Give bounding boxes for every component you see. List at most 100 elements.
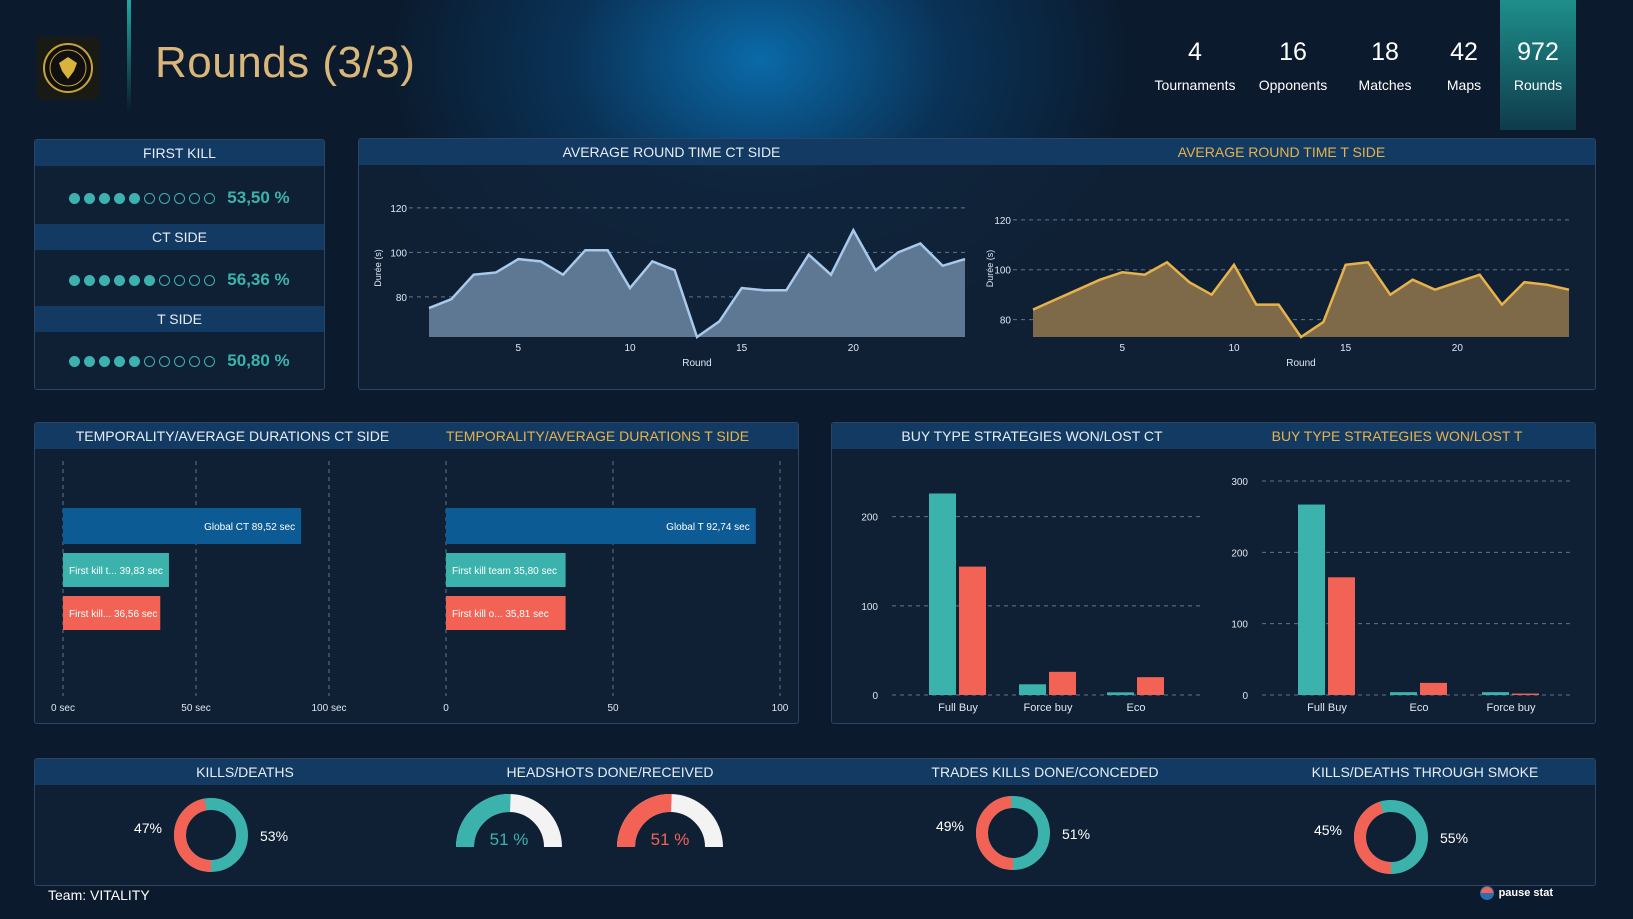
rating-dot-empty [204,274,216,286]
first-kill-t: 50,80 % [35,351,324,371]
y-tick-label: 300 [1231,477,1248,488]
temporality-t-chart: 0 50 100 Global T 92,74 sec First kill team … [443,461,789,714]
trades-title: TRADES KILLS DONE/CONCEDED [931,764,1159,780]
gauge-label: 51 % [490,830,529,849]
bar-label: First kill t... 39,83 sec [69,566,163,577]
rating-dot-empty [174,274,186,286]
kills-deaths-title: KILLS/DEATHS [196,764,294,780]
rating-dot-empty [174,192,186,204]
rating-dot-empty [159,355,171,367]
rating-dot-filled [129,355,141,367]
donut-right-label: 55% [1440,830,1468,846]
x-tick-label: 100 sec [311,703,346,714]
rating-dot-filled [69,274,81,286]
bottom-stats-panel: KILLS/DEATHS HEADSHOTS DONE/RECEIVED TRA… [34,758,1596,886]
rating-dot-empty [144,192,156,204]
first-kill-ct-value: 56,36 % [227,270,290,289]
first-kill-ct: 56,36 % [35,270,324,290]
bar [1420,682,1447,695]
kpi-label: Opponents [1258,77,1328,93]
bar [1107,692,1134,695]
bar [63,553,169,587]
brand-globe-icon [1479,886,1494,900]
rating-dot-filled [99,192,111,204]
kpi-value: 972 [1517,38,1559,66]
bar-label: First kill o... 35,81 sec [452,609,549,620]
x-axis-label: Round [1286,358,1315,369]
x-tick-label: Force buy [1024,702,1073,714]
bar-label: Global CT 89,52 sec [204,522,295,533]
rating-dot-filled [114,274,126,286]
bar-label: First kill team 35,80 sec [452,566,557,577]
kpi-opponents[interactable]: 16 Opponents [1244,0,1342,130]
kpi-value: 18 [1371,38,1399,66]
gauge-label: 51 % [651,830,690,849]
rating-dot-filled [69,192,81,204]
gauge-fill [617,794,672,848]
headshots-title: HEADSHOTS DONE/RECEIVED [506,764,714,780]
first-kill-t-value: 50,80 % [227,351,290,370]
first-kill-title: FIRST KILL [35,140,324,166]
buy-type-t-chart: 0 100 200 300 Full Buy Eco Force buy [1231,477,1572,714]
donut-left-label: 45% [1314,822,1342,838]
bar [1049,671,1076,695]
buy-type-panel: BUY TYPE STRATEGIES WON/LOST CT BUY TYPE… [831,422,1596,724]
bar [1390,692,1417,695]
kpi-matches[interactable]: 18 Matches [1342,0,1428,130]
x-tick-label: 15 [1340,343,1352,354]
header: Rounds (3/3) 4 Tournaments 16 Opponents … [0,0,1633,130]
x-tick-label: 5 [1120,343,1126,354]
round-time-ct-chart: 80 100 120 5 10 15 20 Round Durée (s) [373,204,966,369]
bar [959,566,986,695]
title-accent [127,0,131,112]
bar [1482,692,1509,695]
bar [929,493,956,695]
round-time-ct-title: AVERAGE ROUND TIME CT SIDE [562,144,781,160]
buy-type-ct-title: BUY TYPE STRATEGIES WON/LOST CT [901,428,1163,444]
kpi-rounds[interactable]: 972 Rounds [1500,0,1576,130]
x-tick-label: 20 [1452,343,1464,354]
temporality-t-title: TEMPORALITY/AVERAGE DURATIONS T SIDE [445,428,750,444]
rating-dot-filled [114,355,126,367]
bar [1512,693,1539,695]
kpi-label: Matches [1358,77,1412,93]
rating-dot-filled [99,355,111,367]
bar [446,508,756,544]
x-tick-label: 50 [607,703,619,714]
rating-dot-empty [159,192,171,204]
x-tick-label: 10 [1228,343,1240,354]
rating-dot-empty [174,355,186,367]
smoke-title: KILLS/DEATHS THROUGH SMOKE [1311,764,1539,780]
y-tick-label: 100 [390,248,407,259]
y-tick-label: 200 [1231,548,1248,559]
bar [446,553,566,587]
x-tick-label: Full Buy [1307,702,1347,714]
first-kill-panel: FIRST KILL 53,50 % CT SIDE 56,36 % T SID… [34,139,325,390]
x-tick-label: 5 [516,343,522,354]
kpi-tournaments[interactable]: 4 Tournaments [1146,0,1244,130]
bar-label: Global T 92,74 sec [666,522,750,533]
x-tick-label: 100 [772,703,789,714]
rating-dot-empty [189,274,201,286]
rating-dots [69,274,216,286]
bar [1298,504,1325,695]
bar [1328,577,1355,695]
donut-left-label: 49% [936,818,964,834]
buy-type-ct-chart: 0 100 200 Full Buy Force buy Eco [861,493,1202,714]
rating-dot-filled [69,355,81,367]
rating-dot-empty [159,274,171,286]
kpi-label: Maps [1446,77,1482,93]
gauge-fill [456,794,511,848]
bar [63,596,161,630]
x-tick-label: 0 sec [51,703,75,714]
area-fill [1033,262,1569,337]
temporality-panel: TEMPORALITY/AVERAGE DURATIONS CT SIDE TE… [34,422,799,724]
round-time-t-chart: 80 100 120 5 10 15 20 Round Durée (s) [985,216,1570,369]
donut-left-arc [174,798,248,872]
area-fill [429,230,965,337]
kpi-maps[interactable]: 42 Maps [1428,0,1500,130]
x-tick-label: Eco [1127,702,1146,714]
kpi-label: Rounds [1513,77,1563,93]
donut-right-label: 53% [260,828,288,844]
rating-dot-filled [129,274,141,286]
